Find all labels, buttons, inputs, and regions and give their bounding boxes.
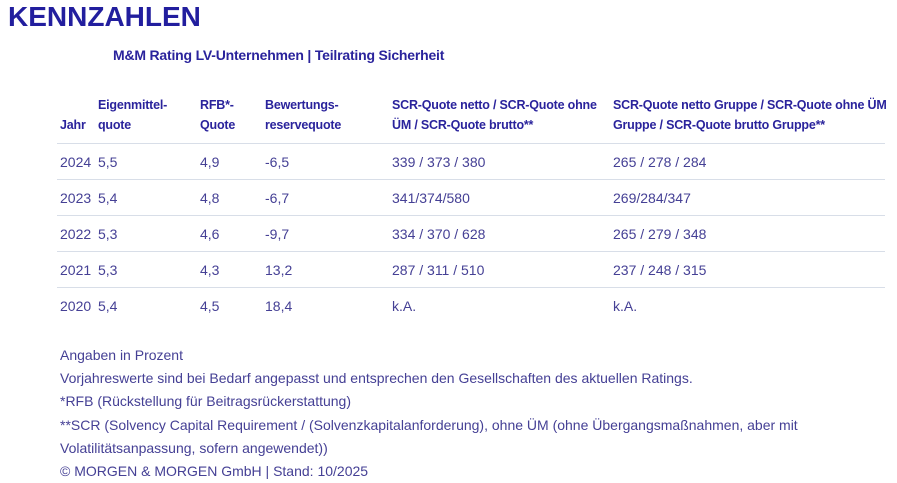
cell-scr-quote: 334 / 370 / 628 bbox=[389, 215, 610, 252]
cell-jahr: 2023 bbox=[57, 179, 95, 216]
page-subtitle: M&M Rating LV-Unternehmen | Teilrating S… bbox=[113, 47, 445, 63]
cell-scr-quote-gruppe: 265 / 278 / 284 bbox=[610, 143, 885, 180]
cell-bewertungsreservequote: 18,4 bbox=[265, 297, 293, 314]
column-header-bewertungsreservequote: Bewertungs- reservequote bbox=[262, 95, 389, 144]
table-row-2021: 2021 5,3 4,3 13,2 287 / 311 / 510 237 / … bbox=[57, 251, 885, 288]
column-header-rfb-quote: RFB*- Quote bbox=[197, 95, 262, 144]
cell-rfb-quote: 4,3 bbox=[197, 251, 262, 288]
cell-scr-quote: k.A. bbox=[392, 297, 417, 314]
cell-jahr: 2021 bbox=[57, 251, 95, 288]
cell-scr-quote-gruppe: 237 / 248 / 315 bbox=[610, 251, 885, 288]
copyright-line: © MORGEN & MORGEN GmbH | Stand: 10/2025 bbox=[60, 463, 369, 480]
cell-eigenmittelquote: 5,3 bbox=[95, 215, 197, 252]
cell-eigenmittelquote: 5,3 bbox=[95, 251, 197, 288]
cell-bewertungsreservequote: -6,7 bbox=[262, 179, 389, 216]
cell-scr-quote-gruppe: k.A. bbox=[613, 297, 638, 314]
cell-scr-quote: 341/374/580 bbox=[389, 179, 610, 216]
cell-eigenmittelquote: 5,4 bbox=[95, 179, 197, 216]
cell-scr-quote: 339 / 373 / 380 bbox=[389, 143, 610, 180]
column-header-scr-quote-gruppe: SCR-Quote netto Gruppe / SCR-Quote ohne … bbox=[610, 95, 887, 144]
footnote-unit: Angaben in Prozent bbox=[60, 347, 183, 363]
table-row-2020: 2020 5,4 4,5 18,4 k.A. k.A. bbox=[57, 288, 885, 324]
cell-jahr: 2020 bbox=[60, 297, 92, 314]
column-header-jahr: Jahr bbox=[57, 95, 95, 144]
cell-rfb-quote: 4,6 bbox=[197, 215, 262, 252]
cell-eigenmittelquote: 5,4 bbox=[98, 297, 118, 314]
cell-bewertungsreservequote: -6,5 bbox=[262, 143, 389, 180]
cell-rfb-quote: 4,9 bbox=[197, 143, 262, 180]
table-header-row: Jahr Eigenmittel- quote RFB*- Quote Bewe… bbox=[57, 95, 887, 144]
footnote-prior-year-values: Vorjahreswerte sind bei Bedarf angepasst… bbox=[60, 370, 693, 387]
page-title: KENNZAHLEN bbox=[8, 1, 201, 32]
column-header-eigenmittelquote: Eigenmittel- quote bbox=[95, 95, 197, 144]
cell-jahr: 2022 bbox=[57, 215, 95, 252]
cell-scr-quote: 287 / 311 / 510 bbox=[389, 251, 610, 288]
footnotes: Angaben in Prozent Vorjahreswerte sind b… bbox=[60, 344, 798, 483]
cell-bewertungsreservequote: -9,7 bbox=[262, 215, 389, 252]
cell-bewertungsreservequote: 13,2 bbox=[262, 251, 389, 288]
cell-scr-quote-gruppe: 265 / 279 / 348 bbox=[610, 215, 885, 252]
cell-jahr: 2024 bbox=[57, 143, 95, 180]
footnote-scr-definition: **SCR (Solvency Capital Requirement / (S… bbox=[60, 416, 798, 456]
cell-rfb-quote: 4,8 bbox=[197, 179, 262, 216]
cell-rfb-quote: 4,5 bbox=[200, 297, 220, 314]
footnote-rfb-definition: *RFB (Rückstellung für Beitragsrückersta… bbox=[60, 393, 351, 410]
cell-scr-quote-gruppe: 269/284/347 bbox=[610, 179, 885, 216]
cell-eigenmittelquote: 5,5 bbox=[95, 143, 197, 180]
table-row-2022: 2022 5,3 4,6 -9,7 334 / 370 / 628 265 / … bbox=[57, 215, 885, 252]
table-row-2024: 2024 5,5 4,9 -6,5 339 / 373 / 380 265 / … bbox=[57, 143, 885, 180]
column-header-scr-quote: SCR-Quote netto / SCR-Quote ohne ÜM / SC… bbox=[389, 95, 610, 144]
kennzahlen-table: Jahr Eigenmittel- quote RFB*- Quote Bewe… bbox=[57, 95, 887, 324]
table-row-2023: 2023 5,4 4,8 -6,7 341/374/580 269/284/34… bbox=[57, 179, 885, 216]
